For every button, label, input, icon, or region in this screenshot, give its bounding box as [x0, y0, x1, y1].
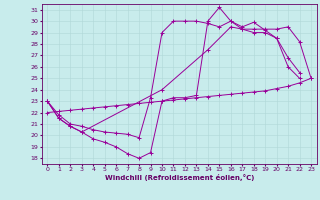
X-axis label: Windchill (Refroidissement éolien,°C): Windchill (Refroidissement éolien,°C) — [105, 174, 254, 181]
